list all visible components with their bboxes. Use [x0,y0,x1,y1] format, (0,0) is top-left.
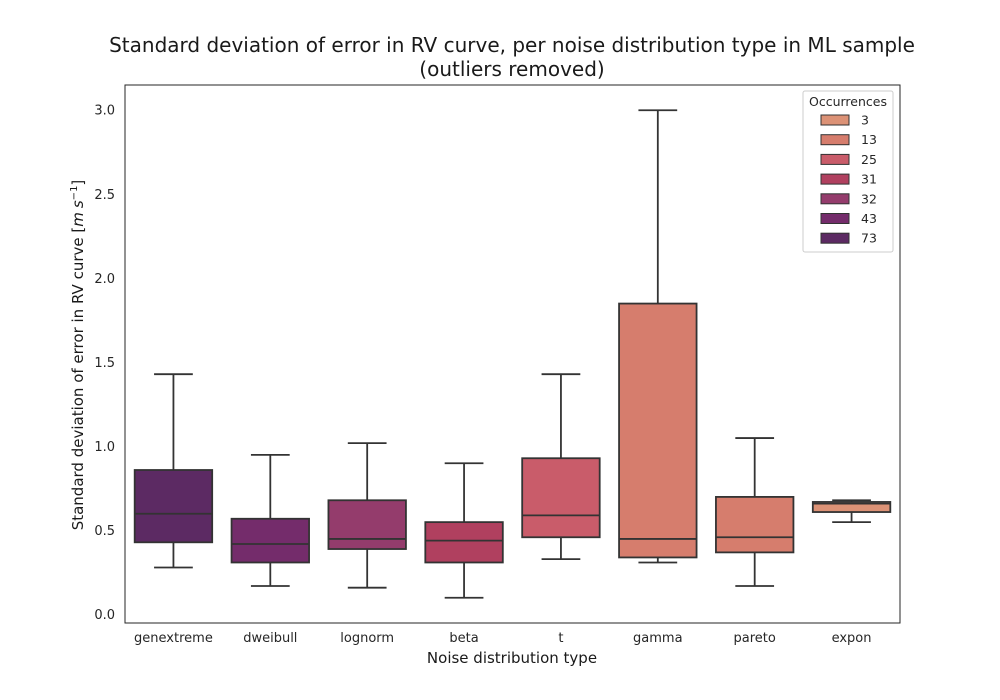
box-iqr [230,517,310,564]
legend-swatch [820,232,850,244]
legend-label: 25 [861,152,877,167]
y-axis-label-text: Standard deviation of error in RV curve [69,233,87,531]
box-pareto [715,437,795,587]
box-dweibull [230,453,310,587]
y-tick-label: 0.5 [94,524,115,539]
y-tick-label: 2.0 [94,272,115,287]
y-axis-label-bracket-close: ] [69,180,87,186]
box-lognorm [327,442,407,589]
x-tick-label: beta [449,631,478,646]
legend: Occurrences 3 13 25 31 32 43 73 [802,90,894,253]
y-tick-label: 1.5 [94,356,115,371]
y-axis-label: Standard deviation of error in RV curve … [69,180,87,531]
box-iqr [424,521,504,564]
x-tick-label: dweibull [243,631,297,646]
legend-label: 13 [861,132,877,147]
legend-swatch [820,153,850,165]
box-expon [811,499,892,524]
legend-swatch [820,193,850,205]
x-tick-label: pareto [734,631,776,646]
box-genextreme [133,373,214,569]
y-axis-label-unit-m: m [69,212,87,227]
box-gamma [618,109,698,564]
legend-label: 43 [861,211,877,226]
box-iqr [133,469,214,544]
box-iqr [618,302,698,559]
chart-title-line-1: Standard deviation of error in RV curve,… [109,33,915,57]
legend-entry: 43 [820,211,877,226]
legend-swatch [820,134,850,146]
legend-title: Occurrences [809,94,887,109]
y-tick-label: 2.5 [94,188,115,203]
box-t [521,373,601,561]
y-axis-ticks: 0.0 0.5 1.0 1.5 2.0 2.5 3.0 [94,104,115,623]
chart-title-line-2: (outliers removed) [419,57,604,81]
legend-entry: 73 [820,231,877,246]
x-tick-label: lognorm [340,631,394,646]
box-iqr [715,496,795,554]
x-tick-label: genextreme [134,631,213,646]
x-tick-label: expon [832,631,872,646]
x-tick-label: gamma [633,631,683,646]
legend-entry: 32 [820,191,877,206]
legend-label: 32 [861,191,877,206]
x-tick-label: t [558,631,563,646]
legend-label: 73 [861,231,877,246]
y-tick-label: 1.0 [94,440,115,455]
x-axis-label: Noise distribution type [427,649,597,667]
legend-entry: 3 [820,113,869,128]
legend-entries: 3 13 25 31 32 43 73 [820,113,877,246]
legend-label: 31 [861,172,877,187]
y-axis-label-bracket-open: [ [69,227,87,233]
box-series [133,109,892,599]
y-tick-label: 3.0 [94,104,115,119]
y-tick-label: 0.0 [94,608,115,623]
y-axis-label-unit-exp: −1 [69,186,80,201]
box-iqr [521,457,601,539]
box-iqr [811,501,892,513]
legend-frame [802,90,894,253]
y-axis-label-unit-s: s [69,200,87,208]
legend-label: 3 [861,113,869,128]
legend-entry: 13 [820,132,877,147]
legend-swatch [820,213,850,224]
legend-entry: 25 [820,152,877,167]
legend-swatch [820,173,850,185]
x-axis-ticks: genextreme dweibull lognorm beta t gamma paret… [134,631,871,646]
box-beta [424,462,504,599]
legend-entry: 31 [820,172,877,187]
legend-swatch [820,114,850,126]
box-iqr [327,499,407,550]
